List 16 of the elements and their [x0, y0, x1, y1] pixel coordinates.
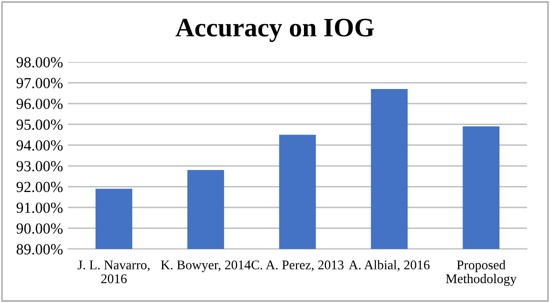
x-tick-label: K. Bowyer, 2014 — [160, 260, 251, 272]
y-tick-label: 96.00% — [16, 98, 63, 110]
y-tick-label: 90.00% — [16, 223, 63, 234]
y-tick-label: 91.00% — [16, 202, 63, 213]
y-tick-label: 89.00% — [16, 244, 63, 255]
y-tick-label: 95.00% — [16, 119, 63, 130]
x-tick-label: J. L. Navarro, 2016 — [78, 260, 150, 284]
x-tick-label: A. Albial, 2016 — [348, 260, 430, 272]
chart-title: Accuracy on IOG — [176, 18, 374, 42]
y-tick-label: 97.00% — [16, 78, 63, 88]
x-tick-label: Proposed Methodology — [446, 260, 517, 286]
y-tick-label: 92.00% — [16, 182, 63, 192]
y-tick-label: 98.00% — [16, 57, 63, 68]
y-tick-label: 93.00% — [16, 161, 63, 172]
y-tick-label: 94.00% — [16, 140, 63, 151]
x-tick-label: C. A. Perez, 2013 — [252, 260, 344, 272]
